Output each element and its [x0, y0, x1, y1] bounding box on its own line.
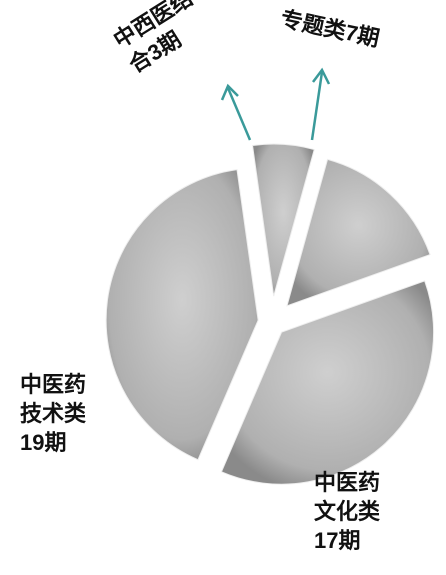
category: 中医药技术类	[20, 372, 87, 426]
arrow-head	[220, 83, 239, 101]
arrow	[310, 71, 324, 141]
arrow-head	[312, 67, 331, 85]
value-label: 17期	[314, 528, 361, 553]
pie-slice	[105, 169, 259, 461]
arrow	[226, 87, 252, 141]
value-label: 7期	[342, 19, 382, 52]
pie-slice	[286, 158, 431, 307]
slice-label: 中医药技术类 19期	[20, 370, 90, 457]
category: 中医药文化类	[314, 470, 381, 524]
pie-slice	[251, 143, 315, 297]
arrows	[220, 67, 331, 141]
value-label: 19期	[20, 430, 67, 455]
slice-label: 中医药文化类 17期	[314, 468, 384, 555]
pie-slice	[220, 280, 435, 485]
